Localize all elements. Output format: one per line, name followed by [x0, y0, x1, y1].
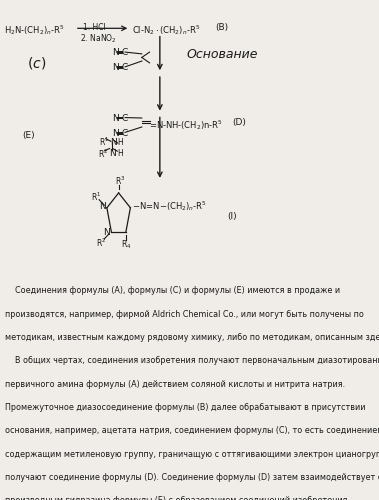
- Text: производным гидразина формулы (Е) с образованием соединений изобретения.: производным гидразина формулы (Е) с обра…: [5, 496, 350, 500]
- Text: N: N: [112, 48, 119, 57]
- Text: производятся, например, фирмой Aldrich Chemical Co., или могут быть получены по: производятся, например, фирмой Aldrich C…: [5, 310, 364, 318]
- Text: основания, например, ацетата натрия, соединением формулы (С), то есть соединение: основания, например, ацетата натрия, сое…: [5, 426, 379, 435]
- Text: C: C: [122, 129, 128, 138]
- Text: первичного амина формулы (А) действием соляной кислоты и нитрита натрия.: первичного амина формулы (А) действием с…: [5, 380, 345, 388]
- Text: Соединения формулы (А), формулы (С) и формулы (Е) имеются в продаже и: Соединения формулы (А), формулы (С) и фо…: [5, 286, 340, 295]
- Text: (I): (I): [227, 212, 236, 221]
- Text: R$^1$: R$^1$: [91, 190, 101, 203]
- Text: R$^1$: R$^1$: [99, 136, 110, 148]
- Text: N: N: [110, 138, 117, 147]
- Text: N: N: [103, 228, 110, 237]
- Text: $(c)$: $(c)$: [27, 55, 46, 71]
- Text: H: H: [117, 138, 123, 147]
- Text: C: C: [122, 64, 128, 72]
- Text: методикам, известным каждому рядовому химику, либо по методикам, описанным здесь: методикам, известным каждому рядовому хи…: [5, 333, 379, 342]
- Text: C: C: [122, 48, 128, 57]
- Text: (D): (D): [232, 118, 246, 127]
- Text: H: H: [117, 148, 122, 158]
- Text: $-$N$\!=\!$N$-$(CH$_2$)$_n$-R$^5$: $-$N$\!=\!$N$-$(CH$_2$)$_n$-R$^5$: [132, 200, 207, 213]
- Text: 2. NaNO$_2$: 2. NaNO$_2$: [80, 33, 117, 46]
- Text: N: N: [112, 129, 119, 138]
- Text: Промежуточное диазосоединение формулы (В) далее обрабатывают в присутствии: Промежуточное диазосоединение формулы (В…: [5, 403, 366, 412]
- Text: (E): (E): [22, 132, 34, 140]
- Text: В общих чертах, соединения изобретения получают первоначальным диазотированием: В общих чертах, соединения изобретения п…: [5, 356, 379, 365]
- Text: H$_2$N-(CH$_2$)$_n$-R$^5$: H$_2$N-(CH$_2$)$_n$-R$^5$: [4, 23, 64, 37]
- Text: N: N: [99, 202, 106, 211]
- Text: N: N: [112, 114, 119, 122]
- Text: C: C: [122, 114, 128, 122]
- Text: R$^3$: R$^3$: [115, 174, 125, 186]
- Text: =N-NH-(CH$_2$)n-R$^5$: =N-NH-(CH$_2$)n-R$^5$: [149, 118, 223, 132]
- Text: получают соединение формулы (D). Соединение формулы (D) затем взаимодействует с: получают соединение формулы (D). Соедине…: [5, 473, 379, 482]
- Text: N: N: [112, 64, 119, 72]
- Text: R$^2$: R$^2$: [96, 237, 106, 250]
- Text: (B): (B): [215, 23, 229, 32]
- Text: R$_4$: R$_4$: [121, 238, 131, 250]
- Text: R$^2$: R$^2$: [98, 148, 108, 160]
- Text: Основание: Основание: [187, 48, 258, 62]
- Text: Cl-N$_2\cdot$(CH$_2$)$_n$-R$^5$: Cl-N$_2\cdot$(CH$_2$)$_n$-R$^5$: [132, 23, 200, 37]
- Text: 1. HCl: 1. HCl: [83, 23, 105, 32]
- Text: содержащим метиленовую группу, граничащую с оттягивающими электрон цианогруппами: содержащим метиленовую группу, граничащу…: [5, 450, 379, 458]
- Text: N: N: [109, 148, 116, 158]
